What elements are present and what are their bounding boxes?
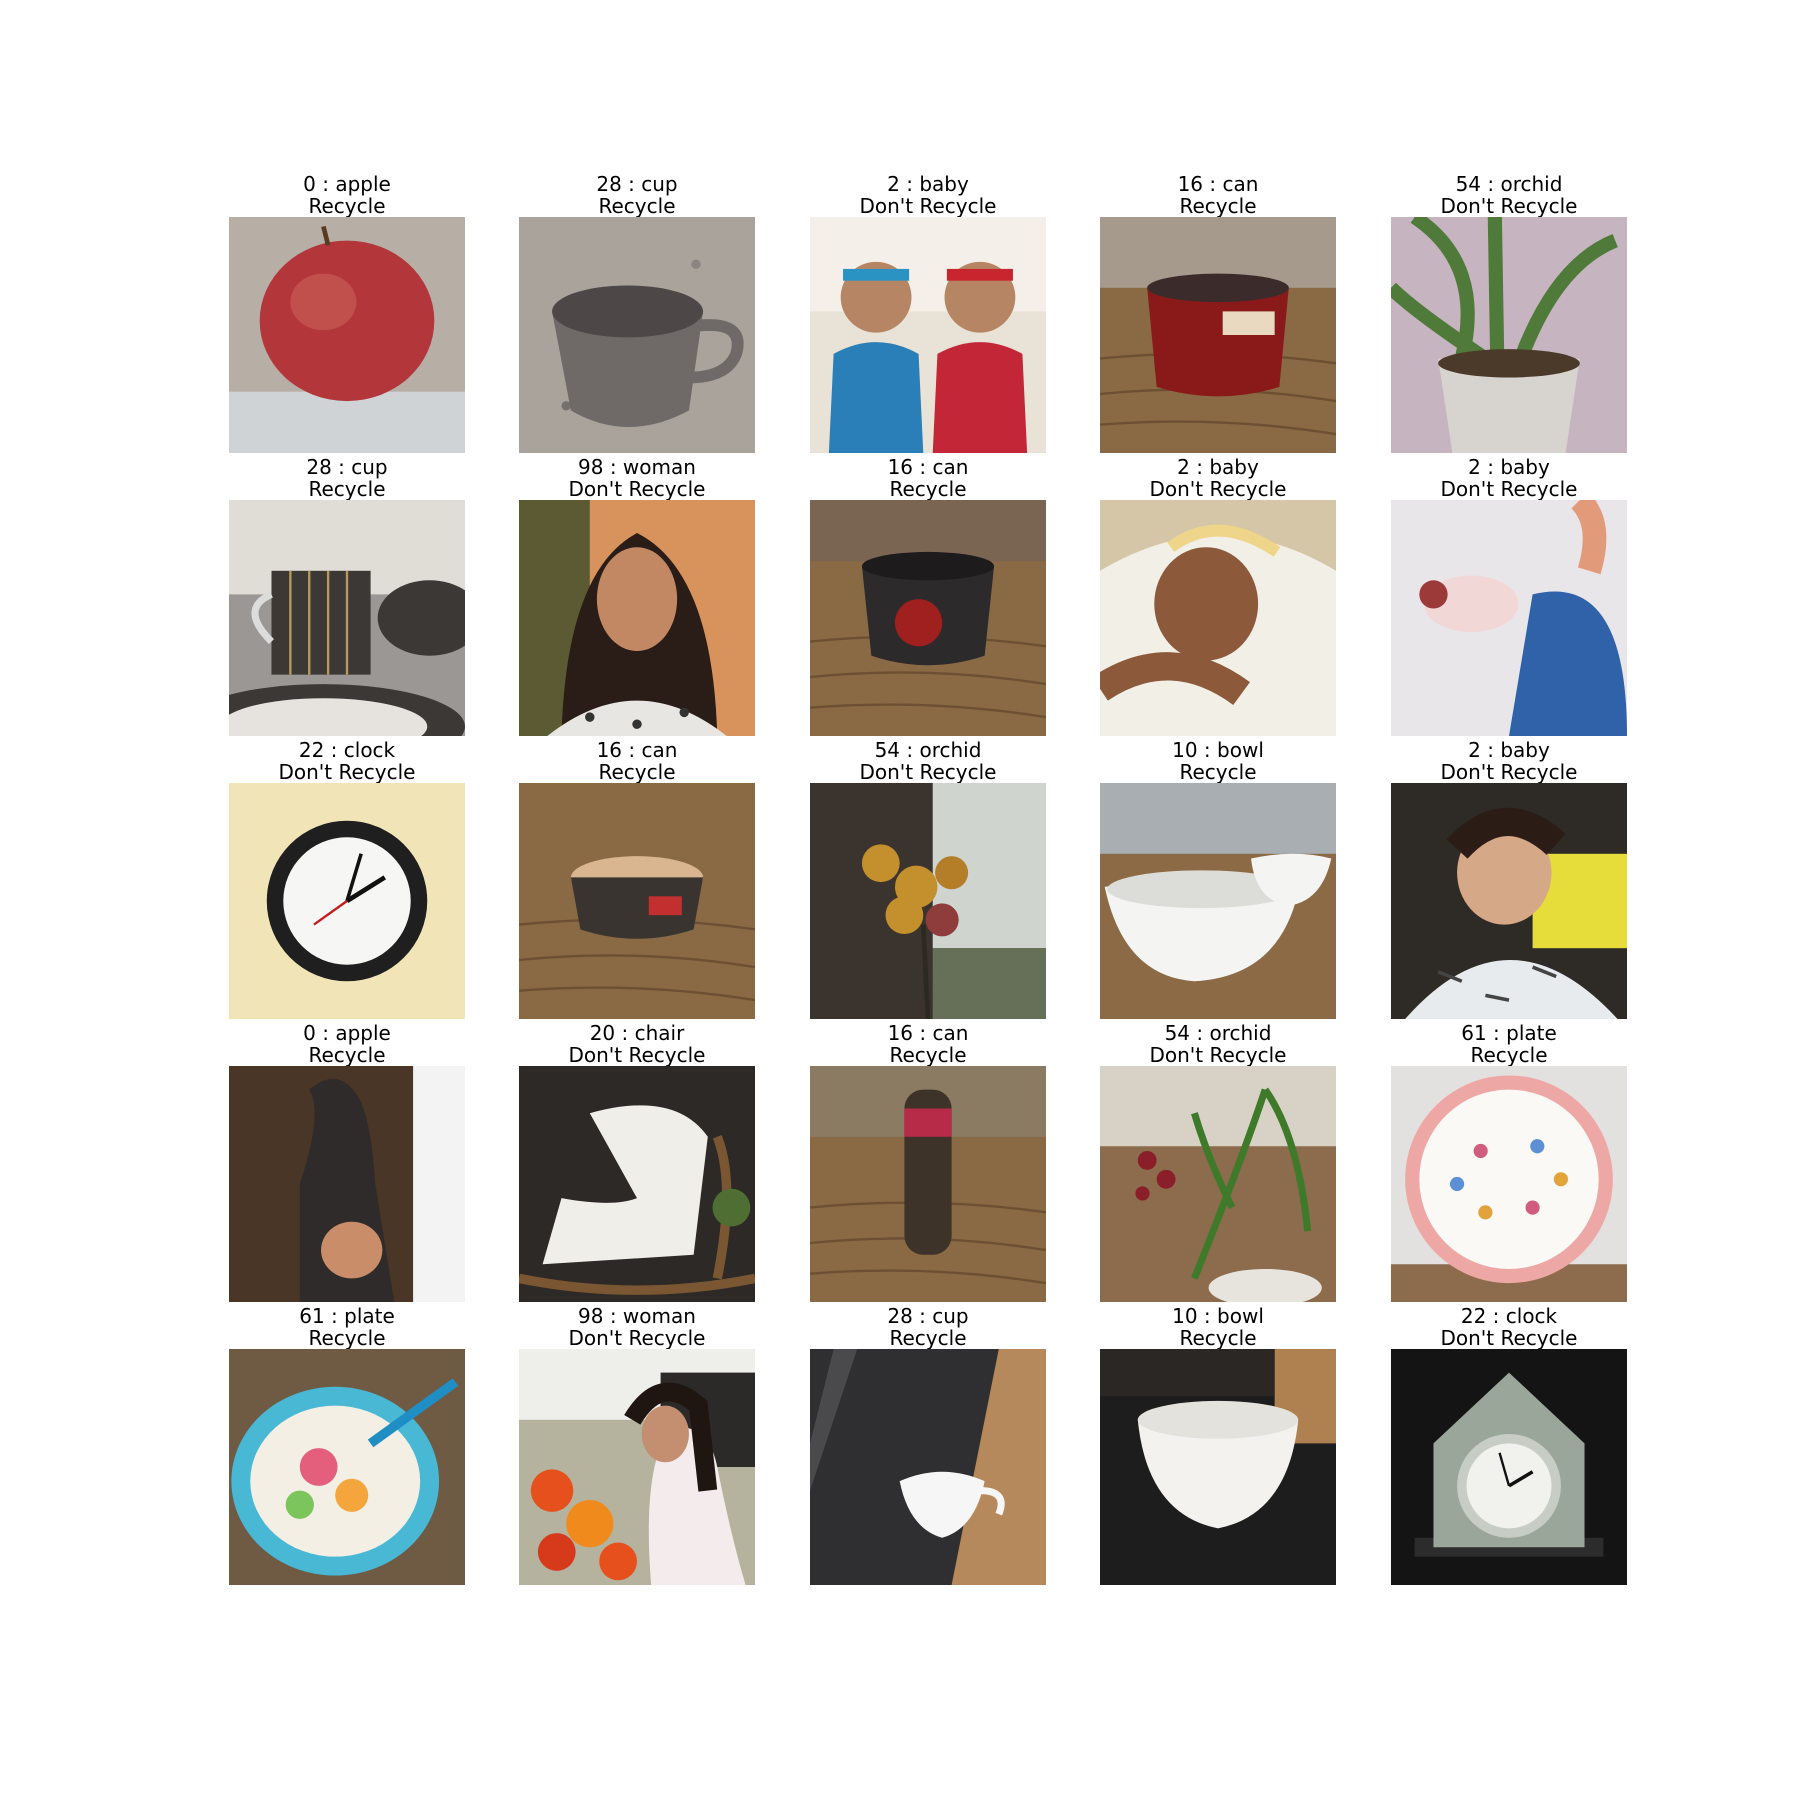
cell-class-label: 22 : clock (1460, 1304, 1558, 1328)
cell-recycle-verdict: Don't Recycle (1149, 477, 1287, 501)
cell-recycle-verdict: Recycle (1179, 1326, 1257, 1350)
cell-recycle-verdict: Recycle (1470, 1043, 1548, 1067)
photo-woman-flowers (519, 1349, 755, 1585)
photo-toddler (1391, 783, 1627, 1019)
cell-class-label: 16 : can (887, 1021, 969, 1045)
cell-class-label: 16 : can (887, 455, 969, 479)
photo-baby-held (1391, 500, 1627, 736)
photo-cup-striped (229, 500, 465, 736)
cell-recycle-verdict: Recycle (889, 1043, 967, 1067)
cell-recycle-verdict: Recycle (598, 194, 676, 218)
cell-recycle-verdict: Recycle (889, 1326, 967, 1350)
cell-recycle-verdict: Don't Recycle (1440, 1326, 1578, 1350)
photo-wall-clock (229, 783, 465, 1019)
cell-class-label: 54 : orchid (874, 738, 982, 762)
photo-cup-white (810, 1349, 1046, 1585)
photo-two-bowls (1100, 783, 1336, 1019)
cell-recycle-verdict: Don't Recycle (278, 760, 416, 784)
cell-class-label: 28 : cup (596, 172, 678, 196)
cell-class-label: 16 : can (596, 738, 678, 762)
cell-recycle-verdict: Don't Recycle (1440, 194, 1578, 218)
cell-class-label: 98 : woman (578, 1304, 696, 1328)
cell-recycle-verdict: Don't Recycle (1149, 1043, 1287, 1067)
cell-class-label: 2 : baby (1468, 455, 1550, 479)
cell-class-label: 54 : orchid (1164, 1021, 1272, 1045)
photo-tomato-can-2 (810, 500, 1046, 736)
photo-baby-towel (1100, 500, 1336, 736)
cell-recycle-verdict: Recycle (308, 1043, 386, 1067)
cell-class-label: 10 : bowl (1172, 1304, 1264, 1328)
photo-open-can (519, 783, 755, 1019)
photo-plate-floral (229, 1349, 465, 1585)
cell-recycle-verdict: Don't Recycle (859, 760, 997, 784)
photo-two-babies (810, 217, 1046, 453)
cell-class-label: 10 : bowl (1172, 738, 1264, 762)
cell-class-label: 16 : can (1177, 172, 1259, 196)
photo-tomato-can (1100, 217, 1336, 453)
photo-statue-apple (229, 1066, 465, 1302)
photo-bowl-white (1100, 1349, 1336, 1585)
cell-class-label: 98 : woman (578, 455, 696, 479)
cell-class-label: 2 : baby (1468, 738, 1550, 762)
cell-recycle-verdict: Recycle (598, 760, 676, 784)
photo-orchid-window (810, 783, 1046, 1019)
cell-recycle-verdict: Don't Recycle (568, 1326, 706, 1350)
cell-class-label: 28 : cup (306, 455, 388, 479)
cell-recycle-verdict: Don't Recycle (1440, 477, 1578, 501)
cell-class-label: 28 : cup (887, 1304, 969, 1328)
cell-class-label: 0 : apple (303, 172, 391, 196)
photo-orchid-red (1100, 1066, 1336, 1302)
photo-plate-pink (1391, 1066, 1627, 1302)
cell-class-label: 61 : plate (1461, 1021, 1557, 1045)
cell-recycle-verdict: Recycle (889, 477, 967, 501)
photo-can-lying (810, 1066, 1046, 1302)
photo-mantel-clock (1391, 1349, 1627, 1585)
cell-recycle-verdict: Recycle (308, 1326, 386, 1350)
cell-class-label: 2 : baby (887, 172, 969, 196)
cell-recycle-verdict: Recycle (308, 194, 386, 218)
cell-class-label: 20 : chair (589, 1021, 685, 1045)
cell-recycle-verdict: Don't Recycle (568, 477, 706, 501)
photo-apple (229, 217, 465, 453)
cell-recycle-verdict: Don't Recycle (859, 194, 997, 218)
photo-orchid-pot (1391, 217, 1627, 453)
cell-recycle-verdict: Recycle (1179, 194, 1257, 218)
cell-class-label: 0 : apple (303, 1021, 391, 1045)
cell-recycle-verdict: Recycle (308, 477, 386, 501)
cell-class-label: 22 : clock (298, 738, 396, 762)
cell-recycle-verdict: Don't Recycle (1440, 760, 1578, 784)
photo-woman-selfie (519, 500, 755, 736)
cell-class-label: 2 : baby (1177, 455, 1259, 479)
cell-recycle-verdict: Recycle (1179, 760, 1257, 784)
photo-cup-gray (519, 217, 755, 453)
photo-rocking-chair (519, 1066, 755, 1302)
cell-class-label: 54 : orchid (1455, 172, 1563, 196)
cell-class-label: 61 : plate (299, 1304, 395, 1328)
cell-recycle-verdict: Don't Recycle (568, 1043, 706, 1067)
